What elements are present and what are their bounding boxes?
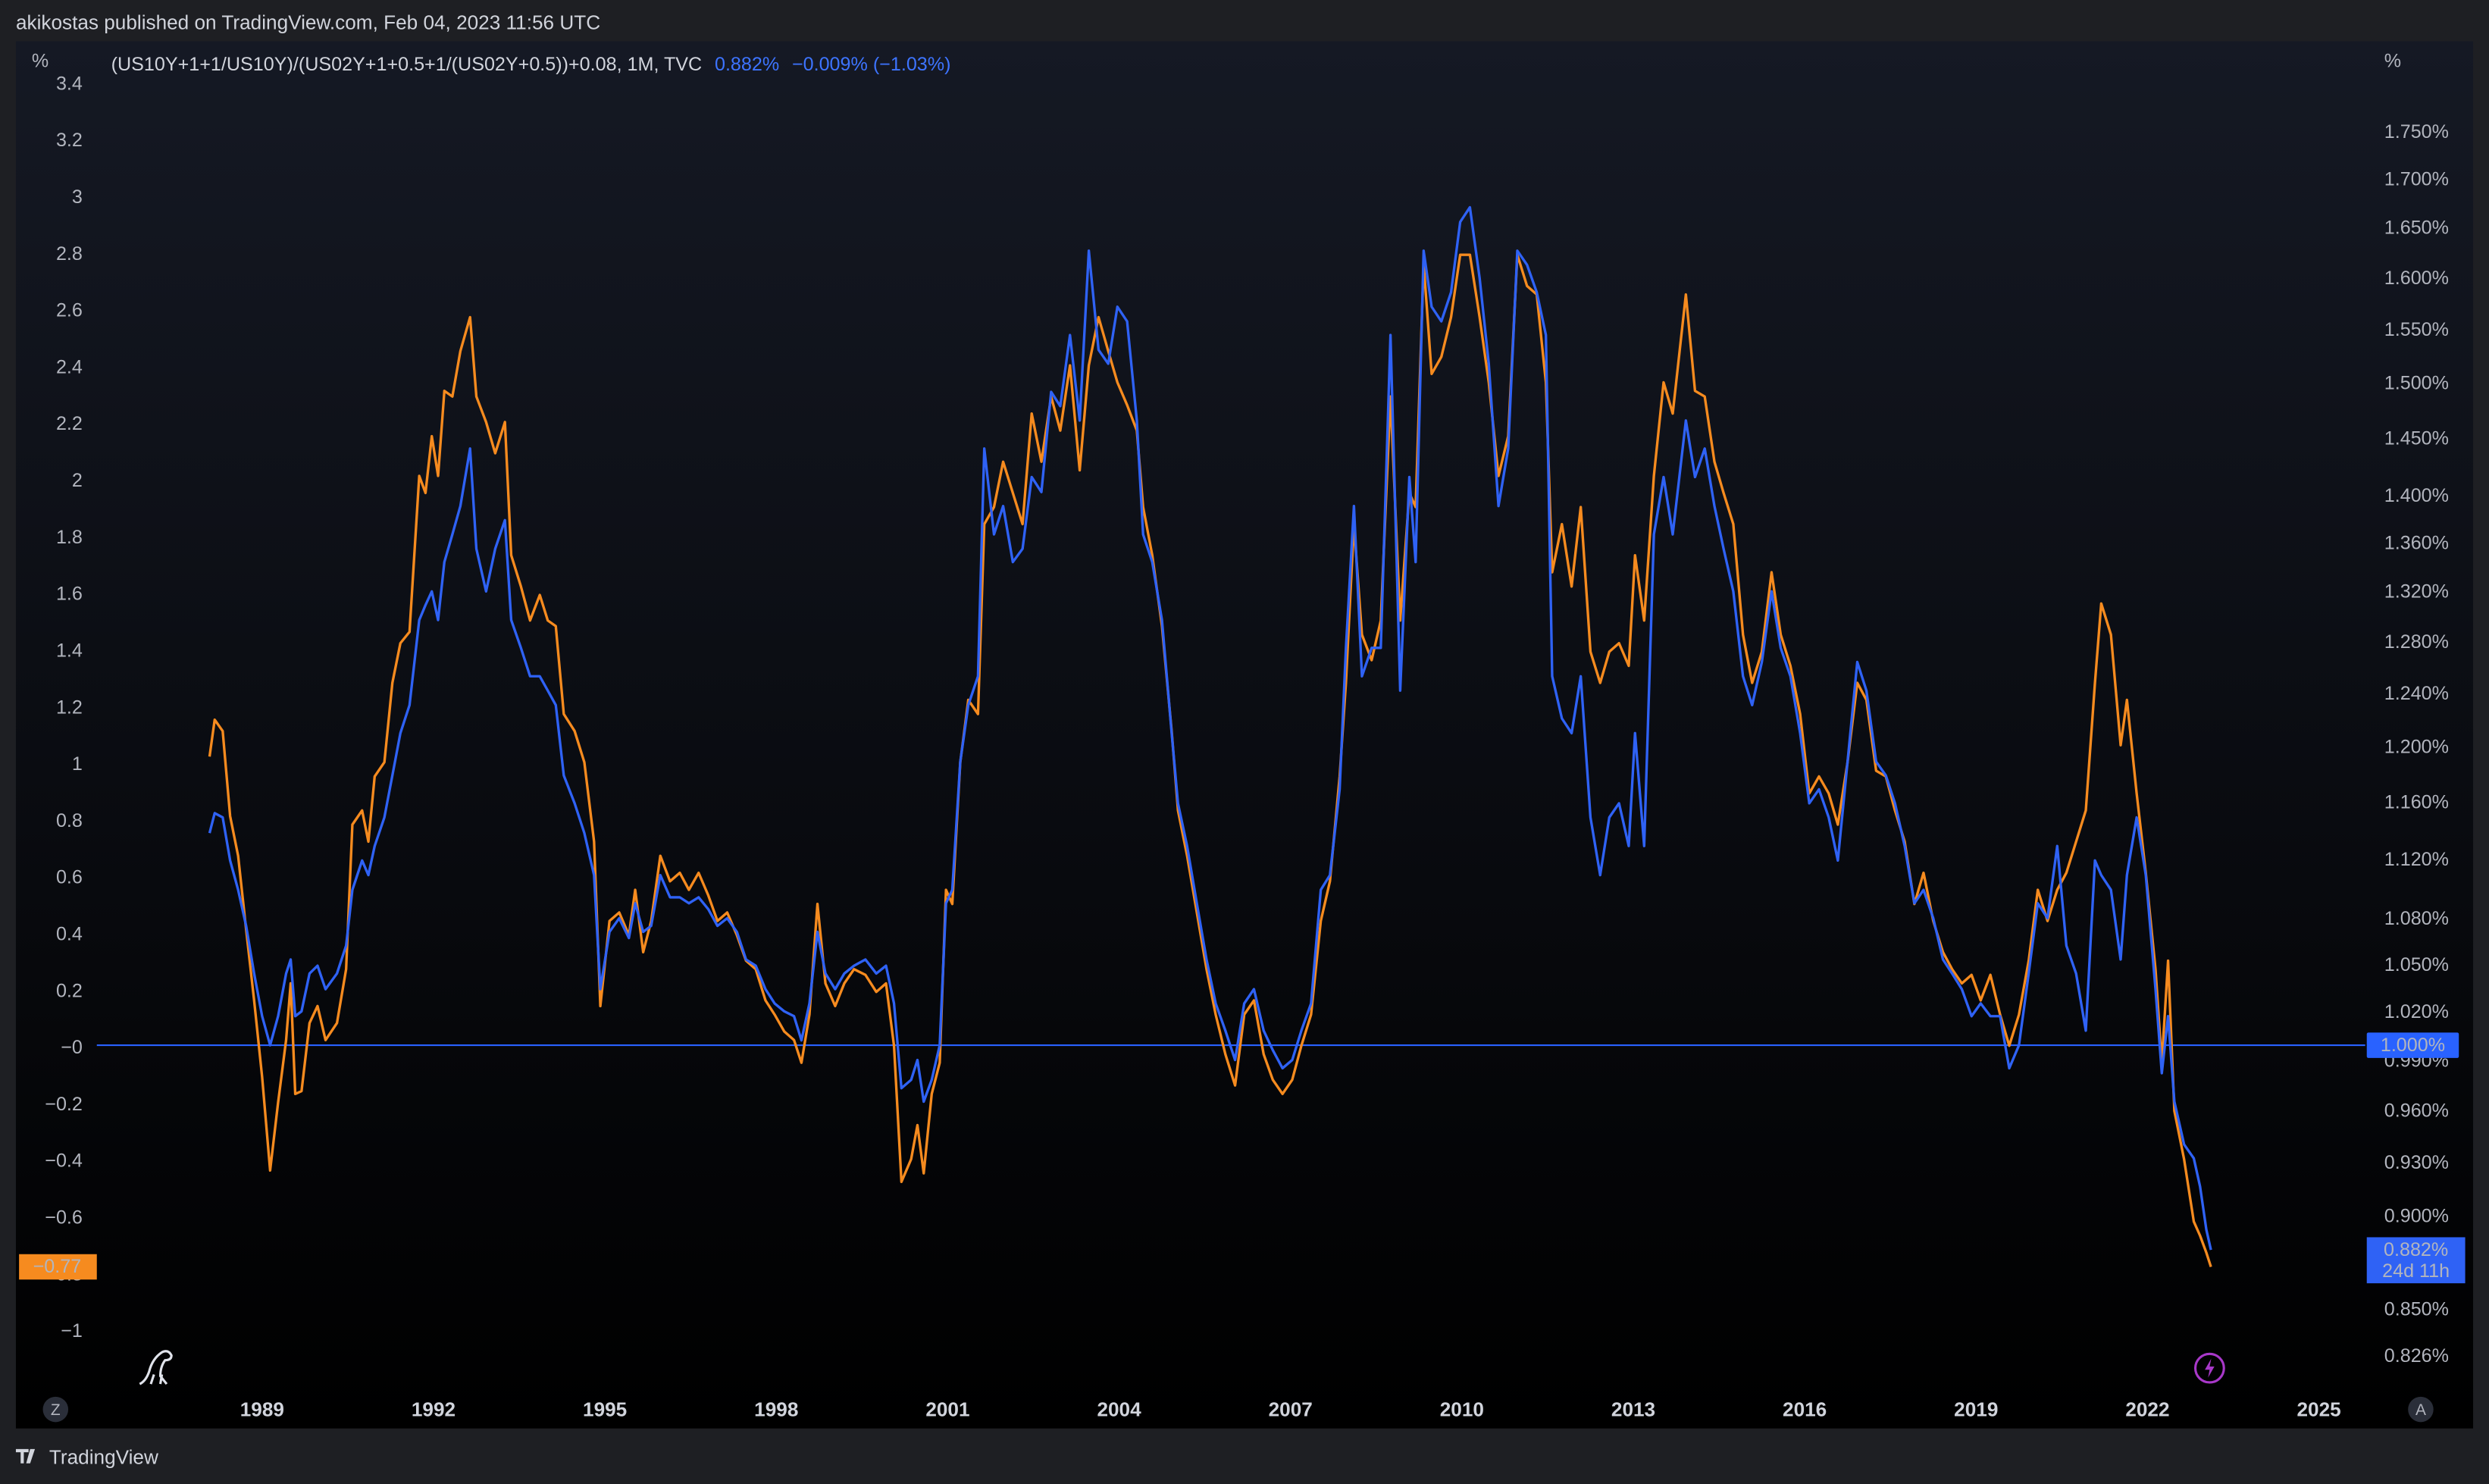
y-tick-label: 1.6	[56, 584, 83, 605]
y2-tick-label: 1.750%	[2384, 121, 2449, 142]
y-tick-label: 2	[72, 470, 83, 491]
reference-label: 1.000%	[2381, 1035, 2445, 1056]
y2-tick-label: 1.280%	[2384, 631, 2449, 653]
auto-button[interactable]	[2408, 1396, 2434, 1423]
zoom-button[interactable]	[42, 1396, 69, 1423]
logo-icon	[139, 1350, 173, 1385]
y2-tick-label: 1.160%	[2384, 792, 2449, 813]
x-tick-label: 1992	[412, 1398, 456, 1421]
y2-tick-label: 1.700%	[2384, 168, 2449, 189]
last-value-label: 0.882%	[2384, 1239, 2448, 1260]
y2-tick-label: 1.450%	[2384, 428, 2449, 449]
y2-tick-label: 1.550%	[2384, 319, 2449, 340]
y-tick-label: 0.4	[56, 924, 83, 945]
y2-tick-label: 0.900%	[2384, 1205, 2449, 1226]
y2-tick-label: 1.600%	[2384, 268, 2449, 289]
x-tick-label: 1998	[754, 1398, 798, 1421]
y2-tick-label: 1.200%	[2384, 737, 2449, 758]
last-value-label: −0.77	[33, 1256, 82, 1277]
y-tick-label: 0.6	[56, 867, 83, 888]
y-tick-label: 2.8	[56, 243, 83, 265]
logo	[15, 1448, 36, 1464]
y2-tick-label: 0.930%	[2384, 1152, 2449, 1173]
header: akikostas published on TradingView.com, …	[16, 11, 600, 33]
x-tick-label: 2016	[1783, 1398, 1827, 1421]
y-axis-unit: %	[32, 50, 49, 71]
footer-logo	[15, 1448, 36, 1464]
series-line	[208, 205, 2212, 1251]
y2-tick-label: 1.500%	[2384, 373, 2449, 394]
y-tick-label: −0.6	[45, 1207, 83, 1229]
y-tick-label: 1.2	[56, 697, 83, 718]
y2-tick-label: 0.960%	[2384, 1100, 2449, 1122]
plot: 3.4 3.2 3 2.8 2.6 2.4 2.2 2 1.8 1.6 1.4 1.2 1 0.8 0.6 0…	[19, 73, 2466, 1421]
x-tick-label: 2001	[925, 1398, 969, 1421]
x-tick-label: 2013	[1611, 1398, 1655, 1421]
y-tick-label: 3.2	[56, 130, 83, 151]
y2-tick-label: 1.240%	[2384, 683, 2449, 704]
y-tick-label: 1.8	[56, 527, 83, 548]
y2-tick-label: 1.080%	[2384, 908, 2449, 929]
y2-axis-unit: %	[2384, 50, 2401, 71]
x-tick-label: 2022	[2125, 1398, 2169, 1421]
y-tick-label: 1	[72, 753, 83, 775]
y-tick-label: −1	[61, 1320, 83, 1342]
legend-value: 0.882%	[715, 54, 779, 75]
alert-icon[interactable]	[2193, 1352, 2225, 1384]
y2-tick-label: 1.020%	[2384, 1001, 2449, 1022]
y2-tick-label: 1.360%	[2384, 532, 2449, 553]
y2-tick-label: 1.400%	[2384, 485, 2449, 506]
last-value-box	[19, 1254, 97, 1280]
y-tick-label: 2.6	[56, 300, 83, 321]
alert-bolt	[2205, 1358, 2215, 1378]
y-tick-label: 0.8	[56, 810, 83, 831]
y-tick-label: 2.2	[56, 413, 83, 434]
x-tick-label: 2007	[1269, 1398, 1313, 1421]
y2-tick-label: 1.650%	[2384, 218, 2449, 239]
y-tick-label: −0.4	[45, 1151, 83, 1172]
x-tick-label: 2019	[1954, 1398, 1998, 1421]
y-tick-label: −0	[61, 1037, 83, 1058]
y2-tick-label: 0.826%	[2384, 1345, 2449, 1367]
y2-tick-label: 1.050%	[2384, 954, 2449, 975]
x-tick-label: 2025	[2296, 1398, 2340, 1421]
chart-panel	[15, 41, 2474, 1429]
x-tick-label: 2004	[1097, 1398, 1141, 1421]
reference-label-box	[2366, 1032, 2459, 1058]
legend-change: −0.009% (−1.03%)	[792, 54, 951, 75]
last-value-box	[2366, 1237, 2466, 1284]
y-tick-label: 3	[72, 186, 83, 208]
y2-tick-label: 1.320%	[2384, 581, 2449, 603]
y-tick-label: 1.4	[56, 640, 83, 661]
zoom-button-label[interactable]: Z	[51, 1401, 61, 1419]
footer: TradingView	[49, 1445, 158, 1468]
bar-countdown: 24d 11h	[2382, 1260, 2450, 1282]
y2-tick-label: 1.120%	[2384, 849, 2449, 870]
x-tick-label: 2010	[1440, 1398, 1484, 1421]
x-tick-label: 1989	[240, 1398, 284, 1421]
y-tick-label: 0.2	[56, 980, 83, 1001]
y-tick-label: 2.4	[56, 356, 83, 377]
y-tick-label: 3.4	[56, 73, 83, 94]
legend: (US10Y+1+1/US10Y)/(US02Y+1+0.5+1/(US02Y+…	[111, 54, 951, 75]
y2-tick-label: 0.850%	[2384, 1298, 2449, 1320]
y-tick-label: −0.2	[45, 1094, 83, 1115]
legend-name: (US10Y+1+1/US10Y)/(US02Y+1+0.5+1/(US02Y+…	[111, 54, 703, 75]
x-tick-label: 1995	[583, 1398, 627, 1421]
auto-button-label[interactable]: A	[2415, 1401, 2426, 1419]
